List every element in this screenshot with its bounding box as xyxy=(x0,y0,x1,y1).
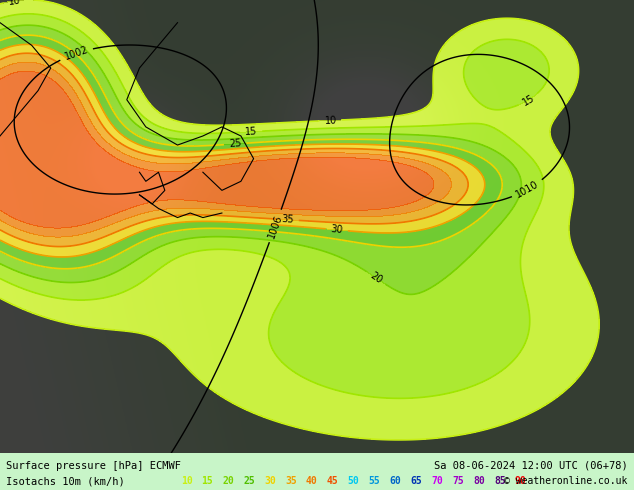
Text: 75: 75 xyxy=(452,476,464,486)
Text: 30: 30 xyxy=(330,224,344,235)
Text: 15: 15 xyxy=(521,93,536,107)
Text: 35: 35 xyxy=(285,476,297,486)
Text: 10: 10 xyxy=(181,476,193,486)
Text: 15: 15 xyxy=(245,126,257,137)
Text: 25: 25 xyxy=(229,139,242,149)
Text: 90: 90 xyxy=(515,476,527,486)
Text: 45: 45 xyxy=(327,476,339,486)
Text: 20: 20 xyxy=(223,476,234,486)
Text: 10: 10 xyxy=(324,115,337,126)
Text: 70: 70 xyxy=(431,476,443,486)
Text: 65: 65 xyxy=(410,476,422,486)
Text: 60: 60 xyxy=(389,476,401,486)
Text: 10: 10 xyxy=(8,0,21,7)
Text: 25: 25 xyxy=(243,476,255,486)
Text: 80: 80 xyxy=(473,476,485,486)
Text: 1010: 1010 xyxy=(514,179,541,200)
Text: 50: 50 xyxy=(348,476,359,486)
Text: 1002: 1002 xyxy=(63,45,89,62)
Text: 55: 55 xyxy=(368,476,380,486)
Text: 30: 30 xyxy=(264,476,276,486)
Text: Sa 08-06-2024 12:00 UTC (06+78): Sa 08-06-2024 12:00 UTC (06+78) xyxy=(434,461,628,470)
Text: 20: 20 xyxy=(368,270,384,286)
Text: Surface pressure [hPa] ECMWF: Surface pressure [hPa] ECMWF xyxy=(6,461,181,470)
Text: 40: 40 xyxy=(306,476,318,486)
Text: 1006: 1006 xyxy=(266,213,284,239)
Text: 85: 85 xyxy=(494,476,506,486)
Text: © weatheronline.co.uk: © weatheronline.co.uk xyxy=(504,476,628,486)
Text: 35: 35 xyxy=(281,214,294,225)
Text: 15: 15 xyxy=(202,476,213,486)
Text: Isotachs 10m (km/h): Isotachs 10m (km/h) xyxy=(6,476,125,486)
